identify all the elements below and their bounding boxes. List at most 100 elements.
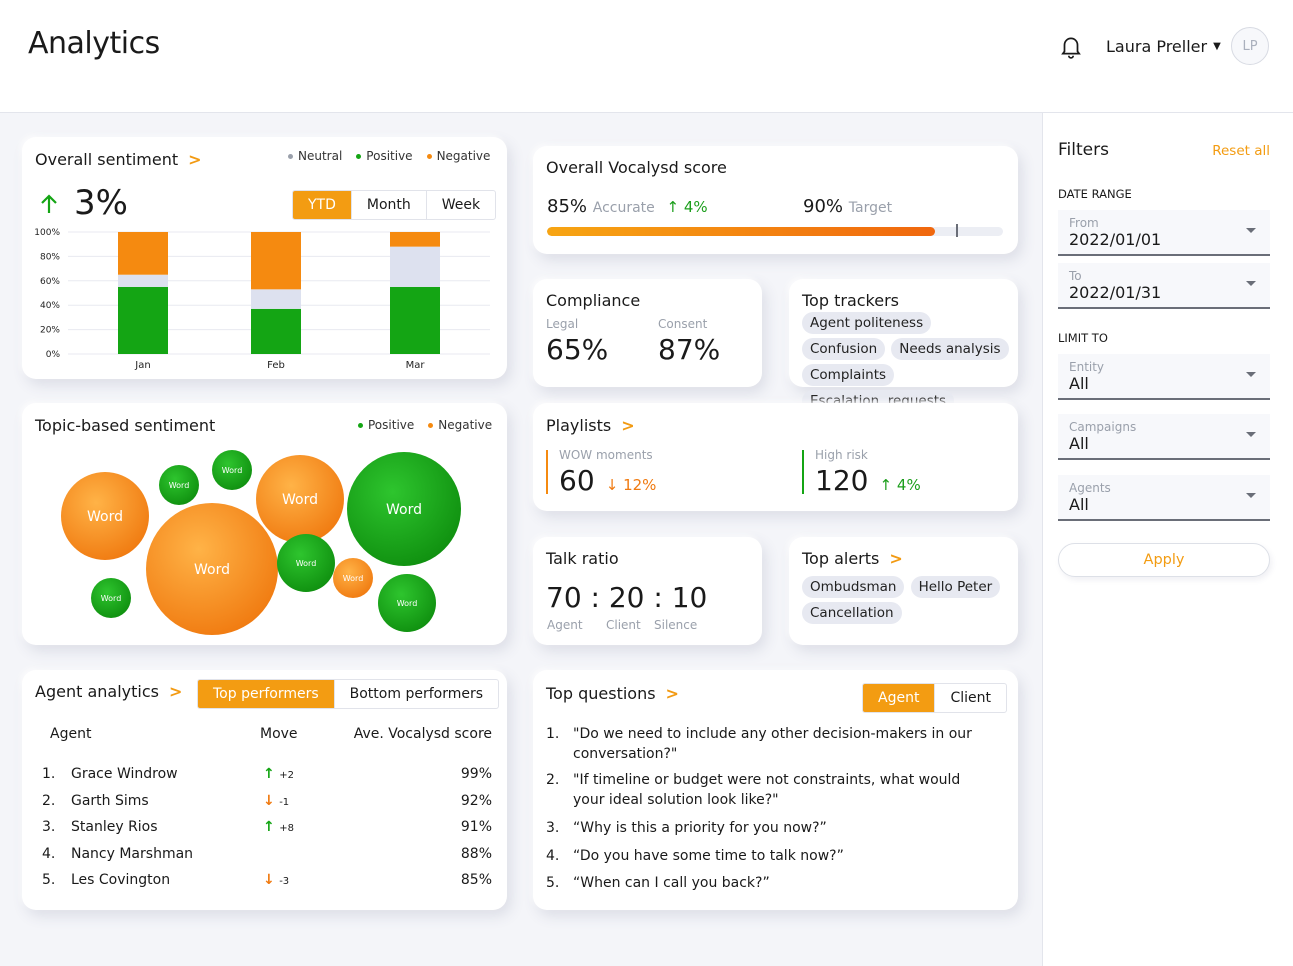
question-number: 4. [546,848,560,864]
question-number: 1. [546,726,560,742]
from-date-field[interactable]: From 2022/01/01 [1058,210,1270,256]
card-title: Top trackers [802,291,899,310]
to-date-field[interactable]: To 2022/01/31 [1058,263,1270,309]
accurate-value: 85% Accurate ↑ 4% [547,196,708,217]
bubble-label: Word [169,481,190,490]
tracker-tag[interactable]: Confusion [802,338,886,360]
user-menu[interactable]: Laura Preller ▼ [1106,37,1221,56]
bubble-label: Word [194,562,230,578]
bar-segment-neutral [251,289,301,309]
reset-all-link[interactable]: Reset all [1212,143,1270,159]
score-track [547,227,1003,236]
table-row[interactable]: 3. Stanley Rios ↑ +8 91% [42,819,492,841]
score-progress-fill [547,227,935,236]
arrow-up-icon: ↑ [263,819,275,835]
column-score: Ave. Vocalysd score [353,726,492,742]
question-text: “Why is this a priority for you now?” [573,820,827,836]
legend-positive: Positive [356,149,413,163]
sentiment-change: 3% [74,183,128,223]
table-row[interactable]: 2. Garth Sims ↓ -1 92% [42,793,492,815]
bar-segment-negative [251,232,301,290]
vocalysd-score-card: Overall Vocalysd score 85% Accurate ↑ 4%… [533,146,1018,254]
tab-client[interactable]: Client [934,684,1006,712]
chevron-right-icon: > [168,682,183,701]
top-questions-card: Top questions > Agent Client 1. "Do we nee… [533,670,1018,910]
x-tick-label: Mar [406,360,426,371]
alert-tag[interactable]: Hello Peter [910,576,1001,598]
tracker-tag[interactable]: Needs analysis [891,338,1009,360]
target-marker [956,224,959,237]
tab-top-performers[interactable]: Top performers [198,680,334,708]
arrow-up-icon [41,194,57,213]
move: ↓ -1 [263,792,290,809]
dropdown-arrow-icon [1246,432,1256,437]
score: 92% [460,792,492,809]
chevron-right-icon: > [665,684,679,703]
legend-negative: Negative [426,149,490,163]
tracker-tag[interactable]: Complaints [802,364,895,386]
client-label: Client [606,618,641,632]
wow-divider [546,450,548,494]
y-tick-label: 80% [40,252,60,262]
tab-agent[interactable]: Agent [863,684,935,712]
agent-analytics-card: Agent analytics > Top performers Bottom p… [22,670,507,910]
dropdown-arrow-icon [1246,281,1256,286]
alert-tag[interactable]: Ombudsman [802,576,905,598]
bubble-label: Word [282,492,318,508]
agent-name: Nancy Marshman [71,845,194,862]
move: ↑ +2 [263,766,294,782]
bar-segment-positive [390,286,440,354]
table-row[interactable]: 5. Les Covington ↓ -3 85% [42,872,492,894]
table-row[interactable]: 1. Grace Windrow ↑ +2 99% [42,766,492,788]
bell-icon[interactable] [1058,33,1084,59]
top-questions-title[interactable]: Top questions > [546,684,679,703]
chevron-right-icon: > [621,416,635,435]
arrow-down-icon: ↓ [263,792,275,809]
risk-label: High risk [815,448,868,462]
tab-month[interactable]: Month [350,191,426,219]
y-tick-label: 60% [40,277,60,287]
top-alerts-title[interactable]: Top alerts > [802,549,903,568]
y-tick-label: 100% [34,228,60,238]
top-alerts-card: Top alerts > Ombudsman Hello Peter Cancel… [789,537,1018,645]
question-item: 3. “Why is this a priority for you now?” [546,818,986,838]
card-title: Compliance [546,291,641,310]
question-text: "Do we need to include any other decisio… [573,726,972,762]
agents-select[interactable]: Agents All [1058,475,1270,521]
bubble-label: Word [222,466,243,475]
page-title: Analytics [28,26,160,61]
avatar[interactable]: LP [1231,27,1269,65]
period-switch: YTD Month Week [292,190,497,220]
compliance-card: Compliance Legal 65% Consent 87% [533,279,762,387]
arrow-down-icon: ↓ [263,872,275,888]
agent-name: Garth Sims [71,792,149,809]
tab-week[interactable]: Week [425,191,495,219]
move: ↑ +8 [263,819,294,835]
rank: 4. [42,845,56,862]
overall-sentiment-title[interactable]: Overall sentiment > [35,150,202,169]
bubble-label: Word [296,559,317,568]
top-bar: Analytics Laura Preller ▼ LP [0,0,1293,113]
campaigns-select[interactable]: Campaigns All [1058,414,1270,460]
topic-bubble-positive [378,574,436,632]
consent-label: Consent [658,317,708,331]
arrow-up-icon: ↑ [879,476,893,494]
user-name: Laura Preller [1106,37,1208,56]
agent-label: Agent [547,618,583,632]
tab-bottom-performers[interactable]: Bottom performers [333,680,498,708]
agent-analytics-title[interactable]: Agent analytics > [35,682,183,701]
apply-button[interactable]: Apply [1058,543,1270,577]
bubble-label: Word [101,594,122,603]
column-agent: Agent [50,726,92,742]
playlists-title[interactable]: Playlists > [546,416,635,435]
entity-select[interactable]: Entity All [1058,354,1270,400]
tab-ytd[interactable]: YTD [293,191,351,219]
topic-legend: Positive Negative [358,418,492,432]
y-tick-label: 40% [40,301,60,311]
table-row[interactable]: 4. Nancy Marshman 88% [42,846,492,868]
sentiment-legend: Neutral Positive Negative [288,149,490,163]
alert-tag[interactable]: Cancellation [802,602,902,624]
filters-panel: Filters Reset all DATE RANGE From 2022/01… [1042,113,1293,966]
topic-bubble-positive [277,534,335,592]
tracker-tag[interactable]: Agent politeness [802,312,932,334]
